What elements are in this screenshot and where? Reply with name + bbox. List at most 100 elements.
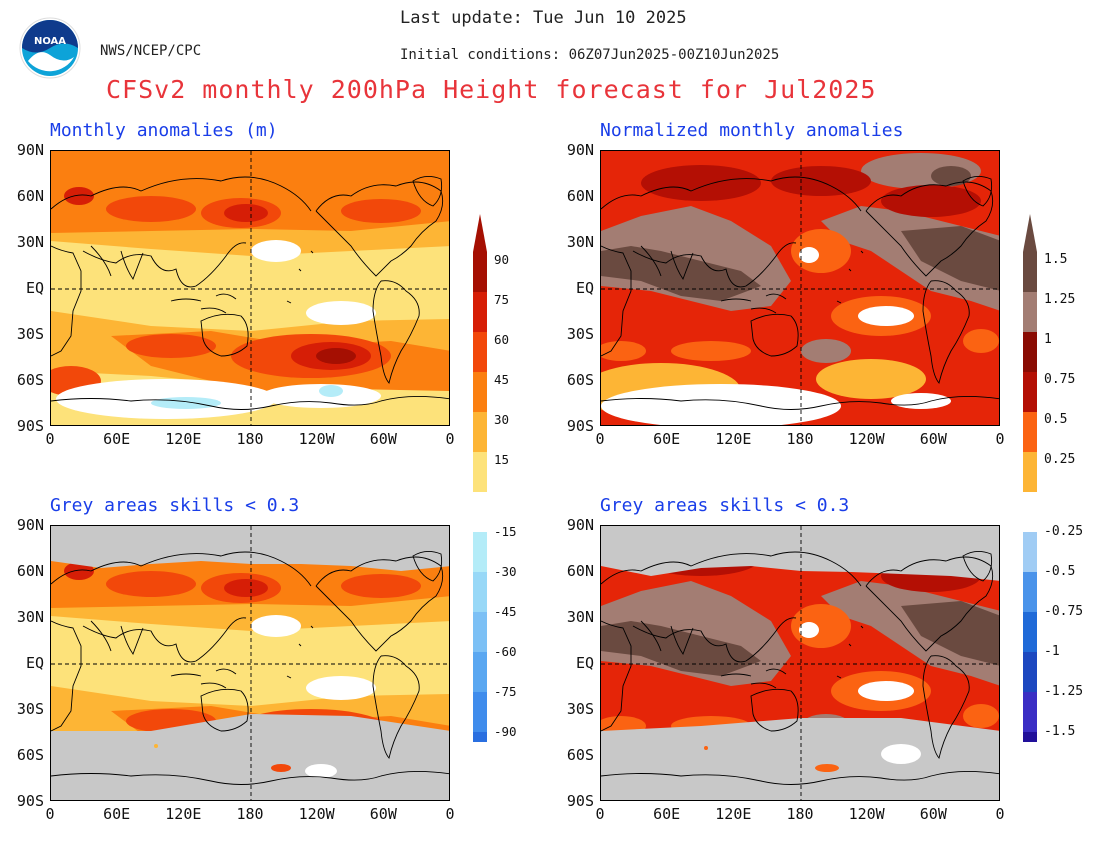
coastline [601, 245, 632, 357]
lon-tick-label: 0 [45, 430, 55, 448]
skill-mask [51, 714, 449, 800]
coastline [640, 620, 694, 655]
anomaly-contour [671, 341, 751, 361]
colorbar-swatch [1023, 612, 1037, 652]
anomaly-contour [271, 764, 291, 772]
colorbar-swatch [1023, 292, 1037, 332]
coastline [601, 176, 862, 212]
lat-tick-label: 60S [16, 746, 44, 764]
skill-mask [601, 526, 999, 581]
coastline [82, 242, 247, 288]
colorbar-swatch [473, 372, 487, 412]
colorbar-swatch [473, 292, 487, 332]
colorbar-abs: 90 75 60 45 30 15 -15 -30 -45 -60 -75 -90 [470, 212, 530, 742]
colorbar-label: 1.25 [1044, 292, 1076, 307]
coastline [90, 245, 144, 280]
colorbar-swatch [473, 532, 487, 572]
colorbar-strip [1023, 214, 1037, 742]
lat-tick-label: 90S [16, 792, 44, 810]
coastline [90, 620, 144, 655]
colorbar-label: -1.5 [1044, 724, 1076, 739]
anomaly-contour [316, 348, 356, 364]
coastline [286, 625, 314, 679]
colorbar-label: -90 [494, 724, 517, 739]
lon-tick-label: 120W [848, 430, 885, 448]
anomaly-contour [106, 571, 196, 597]
lat-tick-label: EQ [25, 279, 44, 297]
lat-tick-label: 60N [566, 187, 594, 205]
anomaly-contour [319, 385, 343, 397]
colorbar-swatch [1023, 572, 1037, 612]
lon-tick-label: 0 [995, 430, 1005, 448]
coastline [51, 395, 449, 410]
coastline [601, 620, 632, 732]
colorbar-swatch [1023, 252, 1037, 292]
anomaly-contour [154, 744, 158, 748]
anomaly-contour [106, 196, 196, 222]
lat-tick-label: 60N [16, 187, 44, 205]
colorbar-label: -45 [494, 604, 517, 619]
noaa-logo: NOAA [19, 17, 81, 79]
anomaly-contour [931, 166, 971, 186]
colorbar-swatch [1023, 732, 1037, 742]
colorbar-label: 30 [494, 412, 510, 427]
skill-mask [601, 718, 999, 800]
anomaly-contour [251, 240, 301, 262]
lat-tick-label: EQ [575, 279, 594, 297]
svg-text:NOAA: NOAA [34, 36, 66, 47]
colorbar-swatch [473, 492, 487, 532]
anomaly-contour [704, 746, 708, 750]
panel-title-abs-anom: Monthly anomalies (m) [50, 120, 278, 141]
coastline [865, 181, 994, 277]
coastline [315, 556, 444, 652]
lat-tick-label: 30N [566, 233, 594, 251]
coastline [640, 245, 694, 280]
colorbar-label: -15 [494, 524, 517, 539]
coastline [601, 395, 999, 410]
lat-tick-label: 30N [16, 608, 44, 626]
colorbar-label: 0.5 [1044, 412, 1068, 427]
map-panel-norm-anom [600, 150, 1000, 426]
colorbar-label: 15 [494, 452, 510, 467]
colorbar-label: -1.25 [1044, 684, 1084, 699]
coastline [601, 551, 862, 587]
coastline [200, 313, 249, 357]
coastline [836, 250, 864, 304]
lon-tick-label: 0 [45, 805, 55, 823]
colorbar-swatch [1023, 452, 1037, 492]
coastline [315, 181, 444, 277]
coastline [962, 176, 993, 207]
colorbar-label: 1.5 [1044, 252, 1068, 267]
lon-tick-label: 120W [298, 805, 335, 823]
colorbar-swatch [473, 692, 487, 732]
anomaly-contour [601, 621, 761, 676]
coastline [51, 770, 449, 785]
lon-tick-label: 180 [786, 430, 814, 448]
anomaly-contour [791, 604, 851, 648]
lat-tick-label: 30S [566, 325, 594, 343]
colorbar-label: 1 [1044, 332, 1052, 347]
map-panel-norm-skill [600, 525, 1000, 801]
colorbar-swatch [1023, 692, 1037, 732]
colorbar-swatch [1023, 652, 1037, 692]
anomaly-contour [306, 676, 376, 700]
lon-tick-label: 180 [786, 805, 814, 823]
lon-tick-label: 60W [919, 805, 947, 823]
anomaly-contour [771, 166, 871, 196]
colorbar-swatch [1023, 532, 1037, 572]
colorbar-label: 60 [494, 332, 510, 347]
anomaly-contour [64, 562, 94, 580]
colorbar-swatch [473, 572, 487, 612]
lon-tick-label: 60W [369, 805, 397, 823]
lon-tick-label: 180 [236, 805, 264, 823]
anomaly-contour [799, 622, 819, 638]
panel-title-abs-skill: Grey areas skills < 0.3 [50, 495, 300, 516]
lon-tick-label: 0 [445, 805, 455, 823]
lon-tick-label: 0 [595, 805, 605, 823]
lat-tick-label: 30N [566, 608, 594, 626]
last-update-text: Last update: Tue Jun 10 2025 [400, 8, 687, 28]
colorbar-swatch [1023, 372, 1037, 412]
anomaly-contour [801, 339, 851, 363]
lat-tick-label: 90N [566, 141, 594, 159]
coastline [286, 250, 314, 304]
